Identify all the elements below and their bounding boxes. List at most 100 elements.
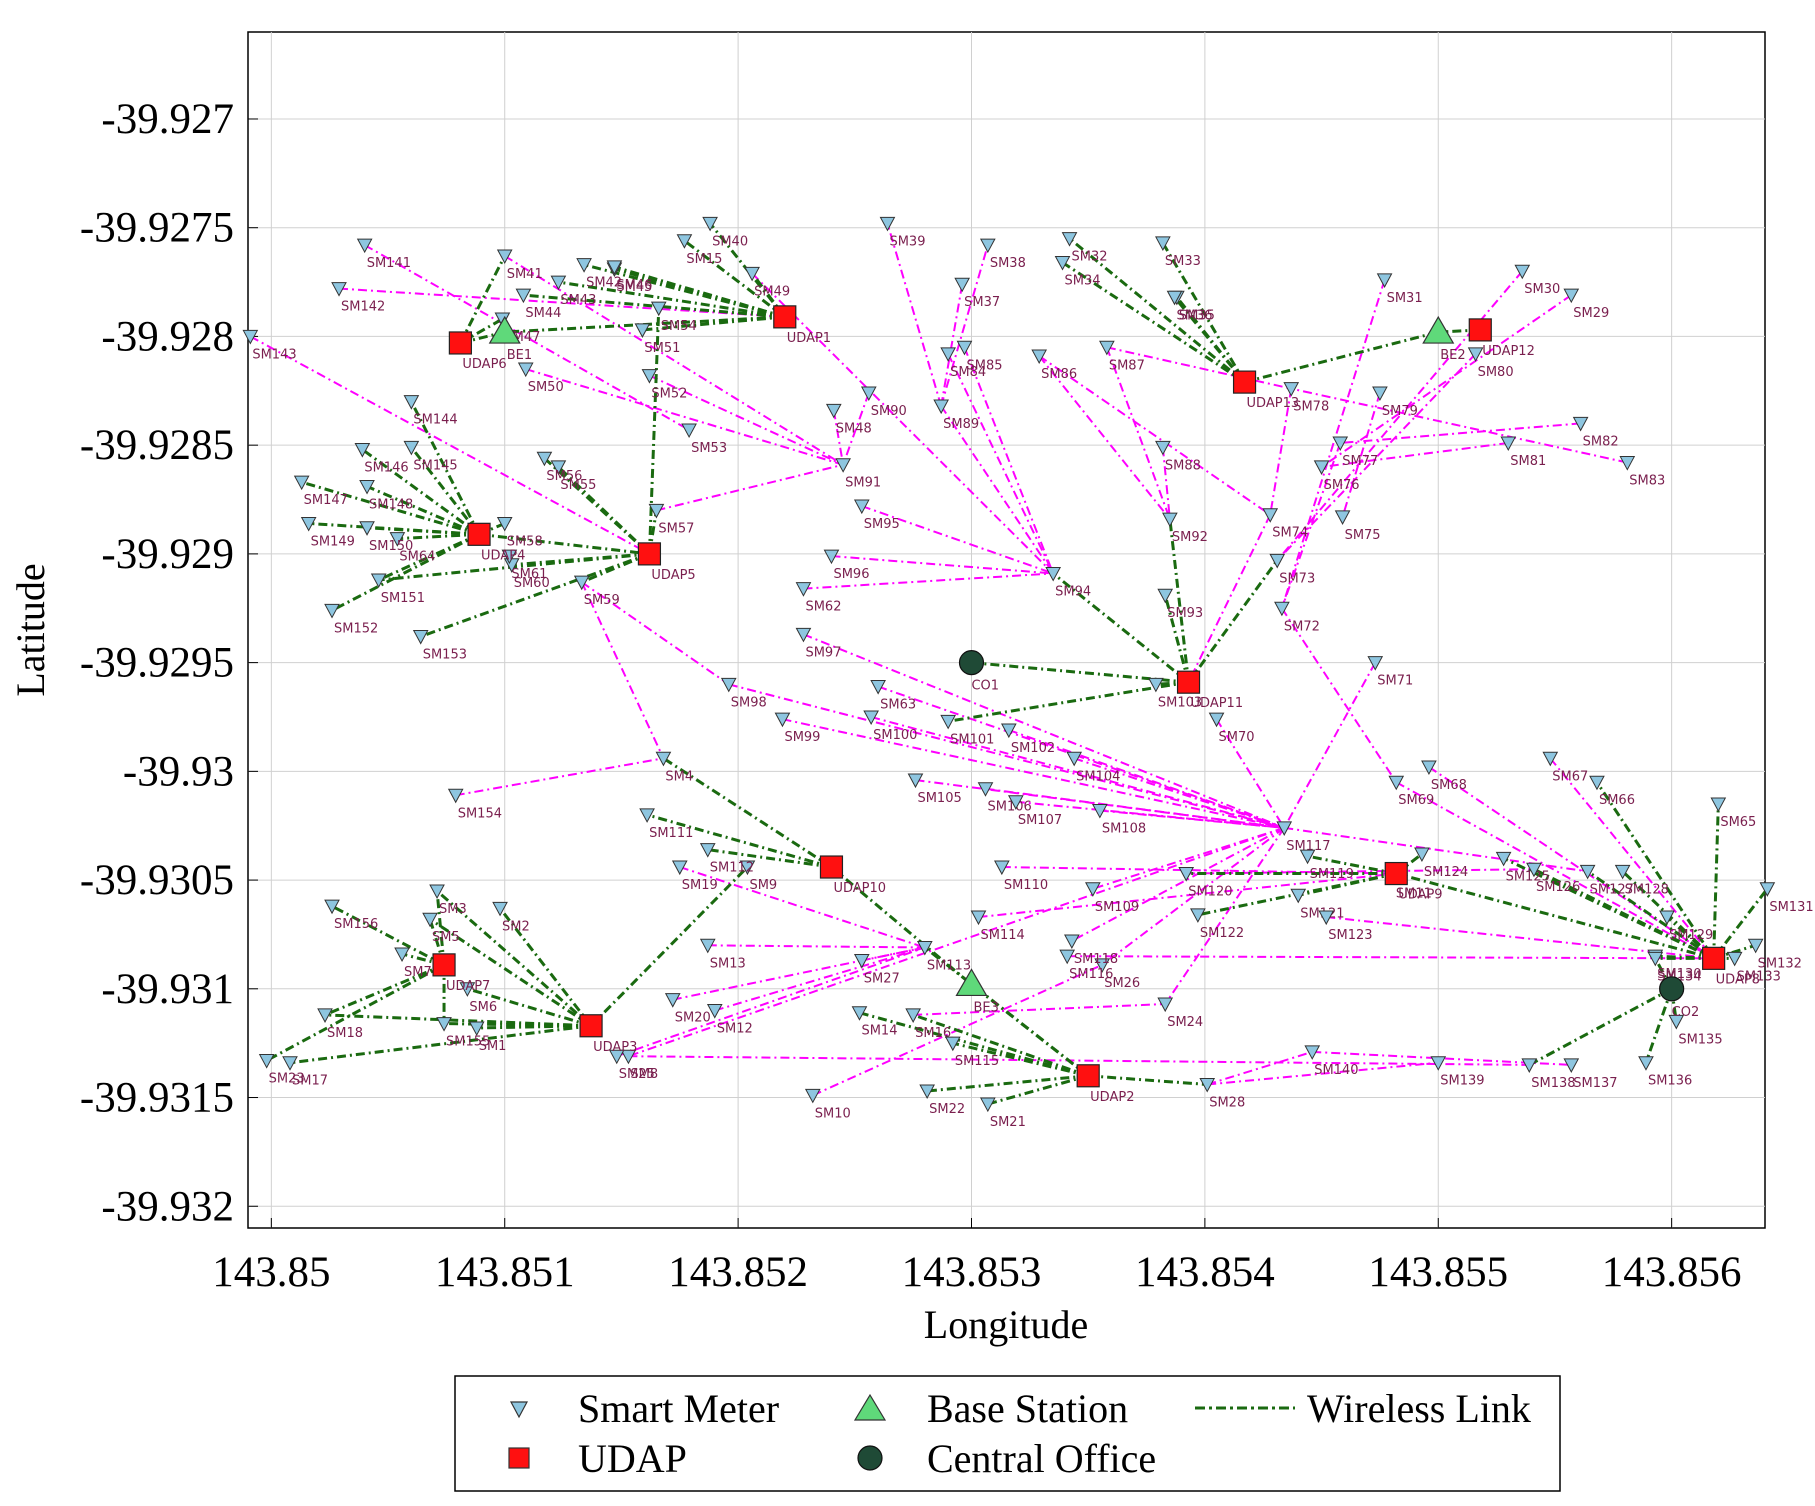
smart-meter-label: SM66 bbox=[1599, 793, 1635, 808]
udap-marker bbox=[773, 305, 797, 329]
association-link bbox=[364, 244, 690, 431]
smart-meter-label: SM78 bbox=[1293, 400, 1329, 415]
association-link bbox=[628, 1055, 1530, 1066]
smart-meter-marker bbox=[1099, 340, 1115, 356]
smart-meter-label: SM37 bbox=[964, 295, 1000, 310]
smart-meter-marker bbox=[639, 808, 655, 823]
wireless-link bbox=[361, 448, 480, 536]
legend-box bbox=[454, 1375, 1561, 1492]
base-station-label: BE2 bbox=[1440, 348, 1465, 363]
smart-meter-marker bbox=[412, 630, 429, 645]
base-station-marker bbox=[488, 315, 521, 344]
udap-label: UDAP1 bbox=[787, 331, 831, 346]
smart-meter-marker bbox=[1367, 656, 1384, 671]
smart-meter-marker bbox=[492, 901, 508, 917]
smart-meter-label: SM148 bbox=[369, 497, 413, 512]
smart-meter-marker bbox=[282, 1056, 298, 1071]
smart-meter-label: SM114 bbox=[980, 928, 1024, 943]
wireless-link bbox=[613, 265, 786, 319]
smart-meter-marker bbox=[1526, 862, 1542, 878]
udap-marker bbox=[579, 1014, 603, 1038]
smart-meter-marker bbox=[905, 1008, 921, 1023]
wireless-link bbox=[397, 532, 480, 541]
smart-meter-marker bbox=[1290, 888, 1307, 904]
smart-meter-marker bbox=[1061, 232, 1078, 247]
smart-meter-marker bbox=[403, 440, 420, 456]
y-tick-label: -39.9275 bbox=[80, 205, 234, 252]
network-nodes: UDAP1 UDAP2 UDAP3 UDAP4 UDAP5 UDAP6 UDAP7 UDAP8… bbox=[432, 305, 1760, 1105]
smart-meter-label: SM113 bbox=[927, 958, 971, 973]
smart-meter-marker bbox=[1313, 460, 1330, 475]
smart-meter-label: SM29 bbox=[1573, 306, 1609, 321]
association-link bbox=[1280, 279, 1386, 609]
smart-meter-label: SM46 bbox=[616, 278, 652, 293]
smart-meter-label: SM84 bbox=[950, 365, 986, 380]
wireless-link bbox=[1161, 242, 1246, 383]
wireless-links bbox=[265, 222, 1769, 1106]
smart-meter-marker bbox=[650, 301, 667, 317]
x-tick-label: 143.856 bbox=[1602, 1249, 1742, 1296]
central-office-label: CO1 bbox=[971, 679, 999, 694]
smart-meter-marker bbox=[919, 1084, 935, 1100]
association-link bbox=[1269, 388, 1293, 515]
legend-smart-meter-icon bbox=[510, 1401, 528, 1419]
smart-meter-marker bbox=[774, 712, 791, 728]
smart-meter-marker bbox=[664, 993, 681, 1008]
smart-meter-marker bbox=[1747, 938, 1764, 954]
smart-meter-label: SM4 bbox=[665, 769, 693, 784]
association-link bbox=[978, 872, 1397, 919]
smart-meter-label: SM38 bbox=[990, 256, 1026, 271]
smart-meter-label: SM25 bbox=[619, 1067, 655, 1082]
smart-meter-label: SM100 bbox=[873, 728, 917, 743]
smart-meter-label: SM92 bbox=[1172, 530, 1208, 545]
wireless-link bbox=[420, 552, 650, 638]
wireless-link bbox=[1168, 518, 1191, 683]
smart-meter-marker bbox=[977, 782, 994, 797]
smart-meter-label: SM19 bbox=[682, 878, 718, 893]
association-link bbox=[656, 463, 844, 512]
smart-meter-label: SM103 bbox=[1158, 695, 1202, 710]
smart-meter-label: SM55 bbox=[560, 478, 596, 493]
wireless-link bbox=[459, 255, 507, 344]
smart-meter-label: SM128 bbox=[1625, 882, 1669, 897]
association-link bbox=[1291, 387, 1628, 464]
wireless-link bbox=[265, 963, 445, 1062]
wireless-link bbox=[1586, 870, 1715, 960]
smart-meter-label: SM151 bbox=[381, 591, 425, 606]
smart-meter-label: SM13 bbox=[710, 956, 746, 971]
x-axis-label: Longitude bbox=[924, 1302, 1088, 1347]
y-tick-label: -39.9285 bbox=[80, 422, 234, 469]
association-link bbox=[913, 1003, 1166, 1016]
wireless-link bbox=[1187, 559, 1279, 684]
association-link bbox=[707, 944, 925, 949]
smart-meter-marker bbox=[1059, 949, 1076, 965]
smart-meter-marker bbox=[1388, 775, 1405, 791]
smart-meter-marker bbox=[1304, 1045, 1321, 1060]
udap-label: UDAP4 bbox=[481, 548, 525, 563]
smart-meter-label: SM144 bbox=[413, 413, 457, 428]
udap-marker bbox=[1702, 946, 1726, 970]
smart-meter-marker bbox=[356, 238, 373, 254]
smart-meter-marker bbox=[1031, 349, 1048, 365]
smart-meter-marker bbox=[496, 249, 513, 265]
smart-meter-marker bbox=[1190, 908, 1206, 923]
central-office-label: CO2 bbox=[1672, 1005, 1700, 1020]
smart-meter-label: SM52 bbox=[651, 387, 687, 402]
smart-meter-label: SM98 bbox=[731, 695, 767, 710]
udap-label: UDAP12 bbox=[1482, 344, 1535, 359]
smart-meter-marker bbox=[394, 947, 410, 963]
x-tick-label: 143.854 bbox=[1135, 1249, 1275, 1296]
y-tick-label: -39.9295 bbox=[80, 640, 234, 687]
udap-label: UDAP8 bbox=[1716, 972, 1760, 987]
smart-meter-marker bbox=[1157, 997, 1174, 1013]
smart-meter-marker bbox=[795, 627, 812, 643]
legend-base-station-icon bbox=[853, 1393, 887, 1421]
smart-meter-marker bbox=[1008, 795, 1024, 810]
smart-meter-label: SM54 bbox=[661, 319, 697, 334]
smart-meter-label: SM136 bbox=[1648, 1074, 1692, 1089]
association-link bbox=[985, 787, 1285, 829]
smart-meter-label: SM6 bbox=[469, 1000, 497, 1015]
association-link bbox=[714, 946, 926, 1012]
wireless-link bbox=[429, 917, 592, 1028]
smart-meter-label: SM152 bbox=[334, 621, 378, 636]
